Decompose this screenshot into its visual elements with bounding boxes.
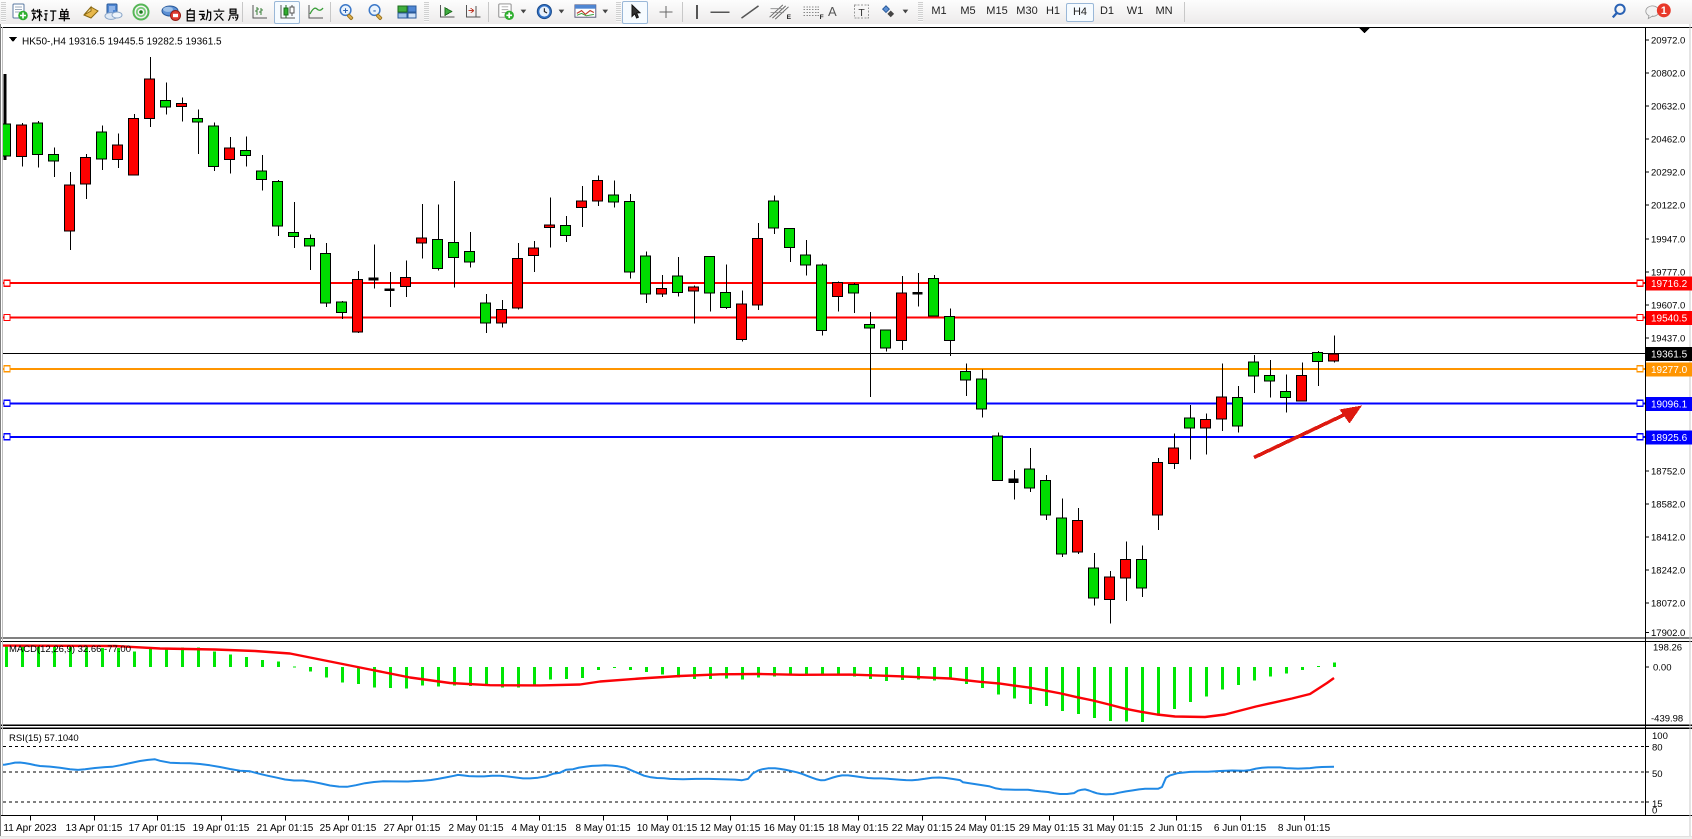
svg-text:25 Apr 01:15: 25 Apr 01:15: [320, 823, 377, 834]
svg-text:19437.0: 19437.0: [1651, 334, 1685, 345]
svg-text:19096.1: 19096.1: [1651, 399, 1688, 410]
svg-text:20972.0: 20972.0: [1651, 36, 1685, 47]
svg-text:19277.0: 19277.0: [1651, 365, 1688, 376]
svg-text:19716.2: 19716.2: [1651, 279, 1688, 290]
svg-text:19 Apr 01:15: 19 Apr 01:15: [193, 823, 250, 834]
svg-text:31 May 01:15: 31 May 01:15: [1083, 823, 1144, 834]
svg-text:198.26: 198.26: [1653, 643, 1682, 654]
svg-text:2 May 01:15: 2 May 01:15: [448, 823, 503, 834]
svg-text:F: F: [820, 14, 824, 21]
svg-text:18412.0: 18412.0: [1651, 533, 1685, 544]
svg-text:8 Jun 01:15: 8 Jun 01:15: [1278, 823, 1331, 834]
svg-text:15: 15: [1652, 799, 1663, 810]
svg-text:MACD(12,26,9) 32.66 -77.00: MACD(12,26,9) 32.66 -77.00: [9, 644, 131, 655]
svg-text:17902.0: 17902.0: [1651, 628, 1685, 639]
svg-text:20122.0: 20122.0: [1651, 201, 1685, 212]
svg-text:20632.0: 20632.0: [1651, 102, 1685, 113]
svg-text:20802.0: 20802.0: [1651, 69, 1685, 80]
svg-text:10 May 01:15: 10 May 01:15: [637, 823, 698, 834]
svg-text:+: +: [343, 5, 349, 16]
svg-text:21 Apr 01:15: 21 Apr 01:15: [257, 823, 314, 834]
svg-text:18752.0: 18752.0: [1651, 467, 1685, 478]
svg-text:13 Apr 01:15: 13 Apr 01:15: [66, 823, 123, 834]
svg-text:1: 1: [1661, 5, 1667, 17]
svg-text:20292.0: 20292.0: [1651, 168, 1685, 179]
svg-text:18 May 01:15: 18 May 01:15: [828, 823, 889, 834]
svg-text:18072.0: 18072.0: [1651, 599, 1685, 610]
svg-text:E: E: [787, 14, 792, 21]
svg-text:17 Apr 01:15: 17 Apr 01:15: [129, 823, 186, 834]
svg-text:18925.6: 18925.6: [1651, 433, 1688, 444]
svg-text:19540.5: 19540.5: [1651, 314, 1688, 325]
svg-text:19361.5: 19361.5: [1651, 349, 1688, 360]
svg-text:12 May 01:15: 12 May 01:15: [700, 823, 761, 834]
svg-text:HK50-,H4 19316.5 19445.5 1928: HK50-,H4 19316.5 19445.5 19282.5 19361.5: [22, 37, 222, 48]
svg-text:11 Apr 2023: 11 Apr 2023: [3, 823, 57, 834]
svg-text:0.00: 0.00: [1653, 663, 1672, 674]
svg-text:-439.98: -439.98: [1651, 714, 1683, 725]
svg-text:29 May 01:15: 29 May 01:15: [1019, 823, 1080, 834]
svg-text:16 May 01:15: 16 May 01:15: [764, 823, 825, 834]
svg-text:80: 80: [1652, 743, 1663, 754]
svg-text:27 Apr 01:15: 27 Apr 01:15: [384, 823, 441, 834]
svg-text:18242.0: 18242.0: [1651, 566, 1685, 577]
svg-text:20462.0: 20462.0: [1651, 135, 1685, 146]
svg-text:-: -: [373, 5, 376, 16]
svg-text:0: 0: [1652, 806, 1657, 817]
svg-text:19607.0: 19607.0: [1651, 301, 1685, 312]
svg-text:6 Jun 01:15: 6 Jun 01:15: [1214, 823, 1267, 834]
svg-text:T: T: [858, 8, 865, 19]
svg-text:100: 100: [1652, 731, 1668, 742]
svg-text:4 May 01:15: 4 May 01:15: [511, 823, 566, 834]
svg-text:19777.0: 19777.0: [1651, 268, 1685, 279]
svg-text:2 Jun 01:15: 2 Jun 01:15: [1150, 823, 1203, 834]
svg-text:18582.0: 18582.0: [1651, 500, 1685, 511]
svg-text:22 May 01:15: 22 May 01:15: [892, 823, 953, 834]
svg-text:50: 50: [1652, 769, 1663, 780]
svg-text:RSI(15) 57.1040: RSI(15) 57.1040: [9, 733, 79, 744]
svg-text:24 May 01:15: 24 May 01:15: [955, 823, 1016, 834]
svg-text:19947.0: 19947.0: [1651, 235, 1685, 246]
svg-text:8 May 01:15: 8 May 01:15: [575, 823, 630, 834]
